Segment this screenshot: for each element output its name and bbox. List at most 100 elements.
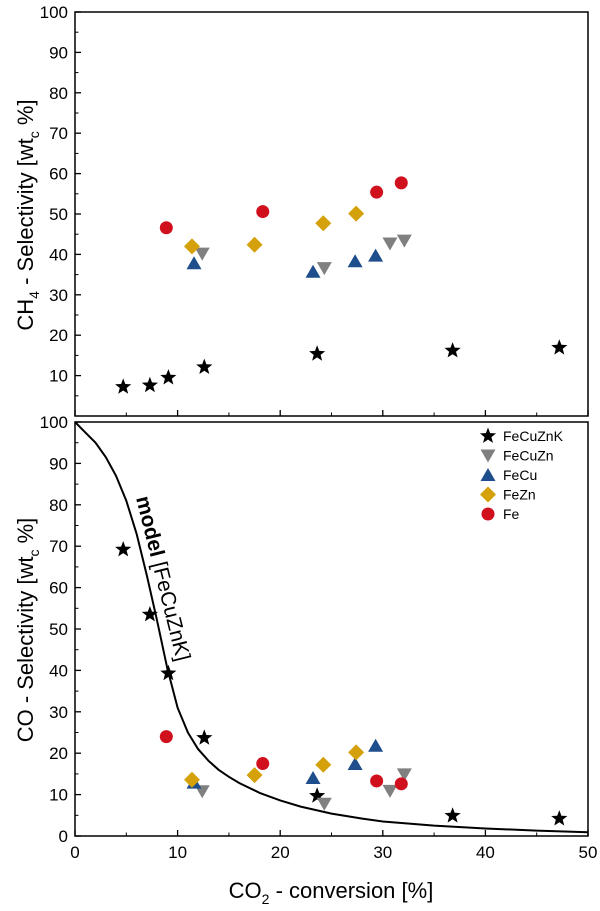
bottom-y-tick-label: 20 [49,744,68,763]
bottom-point-fe [370,774,384,788]
bottom-point-fe [159,730,173,744]
bottom-y-axis-title-main: CO - Selectivity [wt [13,556,38,742]
ch4-selectivity-panel: 10 20 30 40 50 60 70 80 90 100 [40,3,589,417]
co-selectivity-panel: 0 10 20 30 40 50 60 70 80 90 100 0 10 20 30 40 50 FeCuZnK… [40,413,598,862]
bottom-series-fe [159,730,408,791]
top-point-fecuzn [194,247,210,261]
bottom-y-tick-label: 70 [49,537,68,556]
top-point-fecu [305,264,321,278]
top-y-tick-label: 80 [49,84,68,103]
top-plot-frame [74,11,589,417]
legend-label-fecu: FeCu [503,467,537,483]
top-series-fecuznk [115,339,568,394]
bottom-y-tick-label: 100 [40,413,68,432]
bottom-y-tick-label: 50 [49,620,68,639]
x-axis-title-main: CO [229,878,262,903]
bottom-series-fezn [183,744,365,788]
legend-marker-fecuznk [479,427,497,443]
legend-marker-fecuzn [480,449,496,463]
top-point-fecuznk [309,345,326,361]
bottom-point-fezn [315,756,332,773]
model-annotation-bold: model [131,494,168,560]
legend-label-fezn: FeZn [503,487,536,503]
top-y-axis-title-mid: - Selectivity [wt [13,138,38,291]
bottom-y-tick-label: 10 [49,786,68,805]
bottom-y-tick-label: 0 [59,827,68,846]
bottom-point-fezn [183,771,200,788]
bottom-x-tick-label: 50 [579,843,598,862]
top-point-fecu [368,248,384,262]
top-y-tick-label: 50 [49,205,68,224]
x-axis-title-sub: 2 [262,891,270,907]
bottom-point-fe [394,777,408,791]
top-y-tick-label: 30 [49,286,68,305]
top-y-tick-label: 10 [49,367,68,386]
top-series-fezn [183,205,365,255]
model-annotation: model [FeCuZnK] [131,494,194,664]
top-series-fe [159,176,408,235]
model-curve [74,421,589,834]
top-y-axis-title-end: %] [13,99,38,131]
bottom-y-tick-label: 90 [49,454,68,473]
top-point-fe [256,205,270,219]
top-y-tick-label: 100 [40,3,68,22]
top-point-fecuznk [444,342,461,358]
top-y-axis-title-sub2: c [26,131,42,138]
legend-label-fecuznk: FeCuZnK [503,428,564,444]
bottom-x-tick-label: 10 [168,843,187,862]
bottom-y-tick-label: 60 [49,579,68,598]
bottom-point-fecuznk [444,807,461,823]
bottom-y-tick-label: 40 [49,661,68,680]
top-y-tick-label: 70 [49,124,68,143]
top-point-fe [159,221,173,235]
bottom-point-fecu [305,771,321,785]
bottom-point-fecuzn [396,768,412,782]
top-point-fecuznk [115,378,132,394]
bottom-x-tick-label: 0 [70,843,79,862]
bottom-series-fecu [186,738,384,789]
bottom-x-tick-label: 20 [271,843,290,862]
top-point-fe [370,185,384,199]
top-point-fezn [348,205,365,222]
x-axis-title-end: - conversion [%] [269,878,433,903]
bottom-y-tick-label: 80 [49,496,68,515]
top-point-fecuzn [396,234,412,248]
top-y-tick-label: 60 [49,165,68,184]
bottom-plot-frame [74,421,589,837]
bottom-point-fecuznk [309,787,326,803]
top-point-fecu [186,256,202,270]
bottom-y-axis-title-sub: c [26,549,42,556]
top-y-axis-title-sub: 4 [26,291,42,299]
top-y-tick-label: 90 [49,43,68,62]
legend-marker-fezn [480,486,496,503]
bottom-point-fecuznk [141,606,158,622]
top-series-fecuzn [194,234,412,276]
bottom-point-fecu [368,738,384,752]
top-point-fecuzn [382,237,398,251]
legend-marker-fecu [480,468,496,481]
bottom-x-tick-label: 30 [373,843,392,862]
top-y-axis-title-main: CH [13,299,38,331]
top-point-fe [394,176,408,190]
bottom-point-fecuzn [382,784,398,798]
bottom-point-fecuzn [316,797,332,811]
bottom-point-fezn [246,767,263,784]
bottom-point-fecuznk [551,810,568,826]
bottom-point-fecu [347,756,363,770]
top-y-axis-title: CH4 - Selectivity [wtc %] [13,99,42,330]
top-point-fezn [315,215,332,232]
bottom-series-fecuznk [115,541,568,826]
legend-label-fecuzn: FeCuZn [503,448,554,464]
bottom-point-fezn [348,744,365,761]
top-point-fecuzn [316,262,332,276]
bottom-point-fe [256,757,270,771]
top-point-fecuznk [160,369,177,385]
legend-marker-fe [481,507,495,521]
bottom-point-fecuznk [196,729,213,745]
bottom-point-fecuznk [160,664,177,681]
top-point-fecuznk [196,358,213,374]
x-axis-title: CO2 - conversion [%] [229,878,434,907]
top-series-fecu [186,248,384,278]
bottom-y-tick-label: 30 [49,703,68,722]
